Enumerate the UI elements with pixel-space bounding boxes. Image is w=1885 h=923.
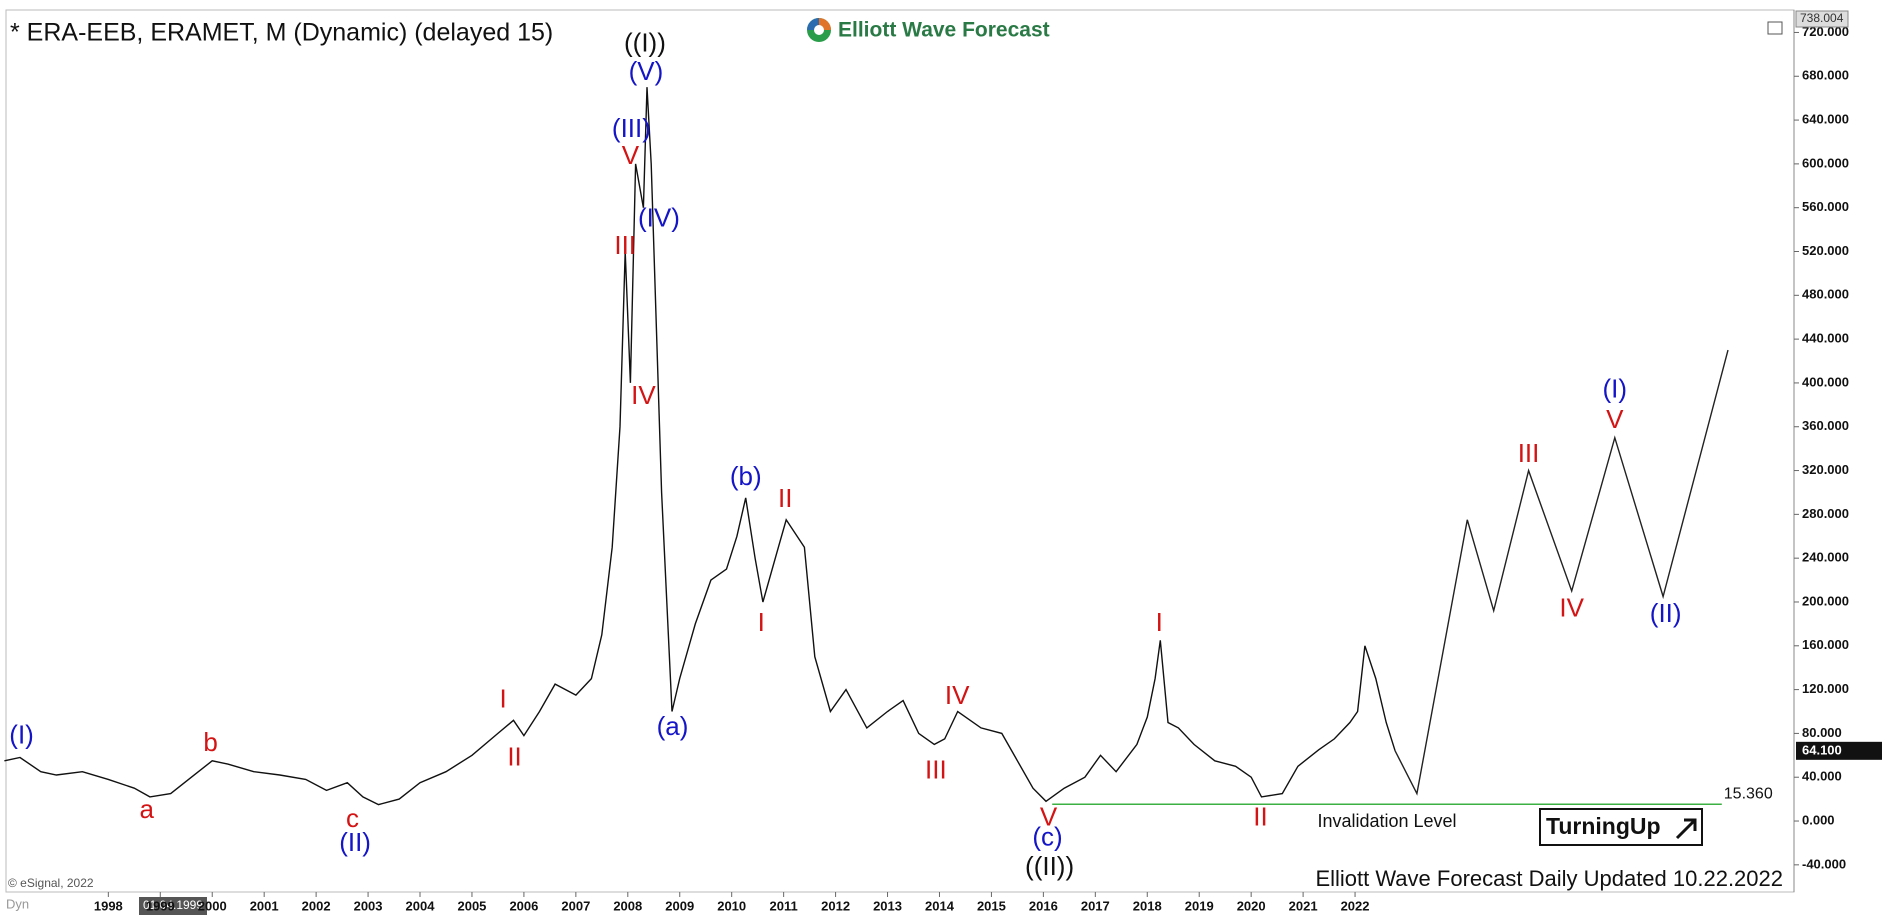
y-tick-label: 160.000 xyxy=(1802,637,1849,652)
wave-label: IV xyxy=(631,380,656,410)
y-tick-label: 120.000 xyxy=(1802,681,1849,696)
wave-label: c xyxy=(346,803,359,833)
crosshair-date: 01.04.1999 xyxy=(143,898,203,912)
chart-title: * ERA-EEB, ERAMET, M (Dynamic) (delayed … xyxy=(10,19,553,47)
x-tick-label: 2002 xyxy=(302,898,331,913)
x-tick-label: 1999 xyxy=(146,898,175,913)
x-tick-label: 2016 xyxy=(1029,898,1058,913)
corner-label: Dyn xyxy=(6,896,29,911)
x-tick-label: 2005 xyxy=(457,898,486,913)
x-tick-label: 2021 xyxy=(1289,898,1318,913)
x-tick-label: 2012 xyxy=(821,898,850,913)
y-tick-label: 80.000 xyxy=(1802,725,1842,740)
wave-label: II xyxy=(507,741,521,771)
wave-label: (IV) xyxy=(638,203,680,233)
y-tick-label: 280.000 xyxy=(1802,506,1849,521)
x-tick-label: 2001 xyxy=(250,898,279,913)
x-tick-label: 2017 xyxy=(1081,898,1110,913)
wave-label: (c) xyxy=(1032,821,1062,851)
y-tick-label: 320.000 xyxy=(1802,462,1849,477)
x-tick-label: 2006 xyxy=(509,898,538,913)
wave-label: ((I)) xyxy=(624,27,666,57)
wave-label: (V) xyxy=(629,56,664,86)
x-tick-label: 2014 xyxy=(925,898,955,913)
y-tick-label: 0.000 xyxy=(1802,812,1835,827)
wave-label: b xyxy=(203,727,217,757)
wave-label: IV xyxy=(1559,593,1584,623)
wave-label: (III) xyxy=(612,113,651,143)
crosshair-tag xyxy=(139,897,207,915)
wave-label: ((II)) xyxy=(1025,851,1074,881)
y-tick-label: -40.000 xyxy=(1802,856,1846,871)
y-tick-label: 480.000 xyxy=(1802,287,1849,302)
wave-label: III xyxy=(1518,438,1540,468)
wave-label: I xyxy=(1156,607,1163,637)
x-tick-label: 2022 xyxy=(1341,898,1370,913)
copyright: © eSignal, 2022 xyxy=(8,876,94,890)
wave-label: I xyxy=(500,683,507,713)
x-tick-label: 2009 xyxy=(665,898,694,913)
badge-text: TurningUp xyxy=(1546,813,1661,839)
price-line xyxy=(1394,349,1729,796)
x-tick-label: 2010 xyxy=(717,898,746,913)
wave-label: IV xyxy=(945,680,970,710)
x-tick-label: 2013 xyxy=(873,898,902,913)
x-tick-label: 2000 xyxy=(198,898,227,913)
x-tick-label: 2020 xyxy=(1237,898,1266,913)
y-tick-label: 720.000 xyxy=(1802,24,1849,39)
y-tick-label: 400.000 xyxy=(1802,374,1849,389)
x-tick-label: 1998 xyxy=(94,898,123,913)
wave-label: III xyxy=(925,755,947,785)
x-tick-label: 2011 xyxy=(770,898,798,913)
wave-label: III xyxy=(614,230,636,260)
wave-label: V xyxy=(1040,802,1058,832)
badge xyxy=(1539,808,1703,846)
wave-label: (II) xyxy=(1650,598,1682,628)
wave-label: (II) xyxy=(339,827,371,857)
brand-name: Elliott Wave Forecast xyxy=(838,19,1050,42)
y-tick-label: 440.000 xyxy=(1802,331,1849,346)
x-tick-label: 2008 xyxy=(613,898,642,913)
y-tick-label: 360.000 xyxy=(1802,418,1849,433)
price-line xyxy=(4,87,1396,806)
wave-label: (I) xyxy=(1603,373,1628,403)
x-tick-label: 2003 xyxy=(354,898,383,913)
wave-label: II xyxy=(1253,802,1267,832)
y-tick-label: 200.000 xyxy=(1802,593,1849,608)
top-price-label: 738.004 xyxy=(1800,11,1844,25)
y-tick-label: 40.000 xyxy=(1802,769,1842,784)
y-tick-label: 640.000 xyxy=(1802,112,1849,127)
last-price-label: 64.100 xyxy=(1802,742,1842,757)
wave-label: I xyxy=(758,607,765,637)
x-tick-label: 2004 xyxy=(406,898,436,913)
y-tick-label: 600.000 xyxy=(1802,155,1849,170)
window-icon xyxy=(1767,21,1783,35)
last-price-tag xyxy=(1796,741,1882,760)
brand-logo xyxy=(807,18,831,42)
x-tick-label: 2015 xyxy=(977,898,1006,913)
footer-text: Elliott Wave Forecast Daily Updated 10.2… xyxy=(1315,866,1783,891)
wave-label: (a) xyxy=(657,711,689,741)
wave-label: (b) xyxy=(730,461,762,491)
invalidation-text: Invalidation Level xyxy=(1317,811,1456,831)
x-tick-label: 2018 xyxy=(1133,898,1162,913)
y-tick-label: 240.000 xyxy=(1802,550,1849,565)
x-tick-label: 2007 xyxy=(561,898,590,913)
wave-label: (I) xyxy=(9,720,34,750)
top-price-tag xyxy=(1795,10,1849,28)
wave-label: a xyxy=(140,794,155,824)
y-tick-label: 520.000 xyxy=(1802,243,1849,258)
invalidation-value: 15.360 xyxy=(1724,785,1773,802)
wave-label: V xyxy=(622,140,640,170)
wave-label: II xyxy=(778,483,792,513)
y-tick-label: 560.000 xyxy=(1802,199,1849,214)
y-tick-label: 680.000 xyxy=(1802,68,1849,83)
wave-label: V xyxy=(1606,404,1624,434)
x-tick-label: 2019 xyxy=(1185,898,1214,913)
